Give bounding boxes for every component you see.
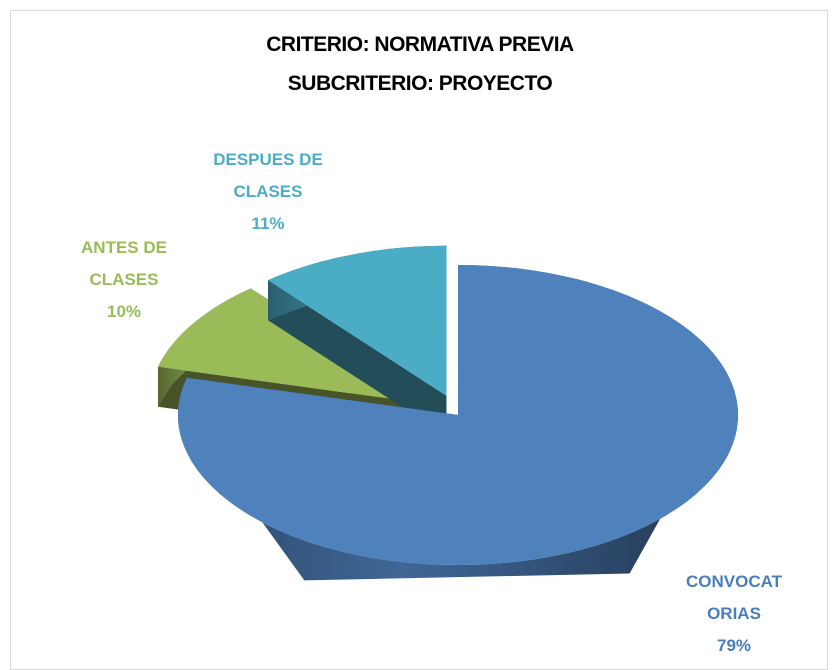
pie-slice [178,265,738,581]
slice-wall [268,280,447,436]
data-label: DESPUES DE CLASES 11% [198,144,338,240]
label-value: 79% [716,636,752,655]
slice-top [178,265,738,565]
label-category: DESPUES DE CLASES [213,150,323,201]
chart-title: CRITERIO: NORMATIVA PREVIA [266,33,574,56]
data-label: CONVOCATORIAS 79% [680,566,788,662]
chart-subtitle: SUBCRITERIO: PROYECTO [287,72,553,95]
pie-slice [268,245,447,436]
data-label: ANTES DE CLASES 10% [68,232,180,328]
label-category: CONVOCATORIAS [685,572,782,623]
label-value: 11% [251,214,285,233]
label-value: 10% [106,302,142,321]
label-category: ANTES DE CLASES [81,238,167,289]
slice-top [268,245,447,396]
